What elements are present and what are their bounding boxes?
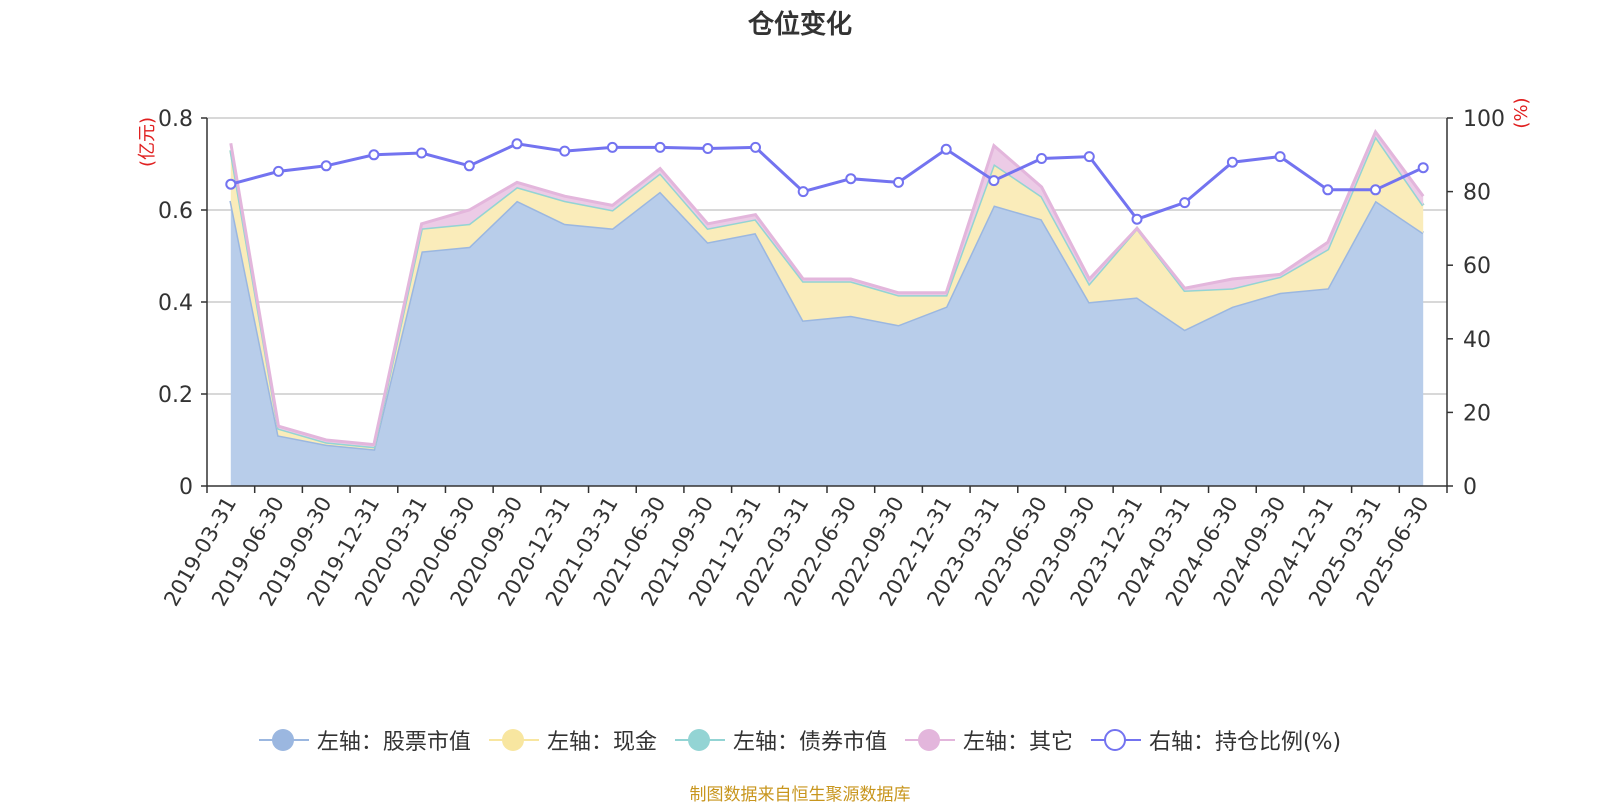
right-axis-tick-label: 100 [1463,107,1505,132]
holding-ratio-point[interactable] [368,149,380,161]
holding-ratio-point[interactable] [225,178,237,190]
holding-ratio-point[interactable] [988,175,1000,187]
chart-legend: 左轴：股票市值 左轴：现金 左轴：债券市值 左轴：其它 右轴：持仓比例(%) [0,722,1600,758]
legend-item[interactable]: 左轴：现金 [488,724,657,756]
legend-item[interactable]: 左轴：债券市值 [674,724,887,756]
area-series-4-line [229,128,1425,447]
right-axis-tick-label: 40 [1463,328,1491,353]
holding-ratio-point[interactable] [273,165,284,177]
left-axis-tick-label: 0.4 [158,291,193,316]
legend-label: 左轴：股票市值 [316,730,471,755]
holding-ratio-point[interactable] [1274,151,1286,163]
legend-label: 左轴：债券市值 [732,730,887,755]
holding-ratio-point[interactable] [1036,153,1048,164]
left-axis-tick-label: 0.2 [158,383,193,408]
holding-ratio-point[interactable] [1131,213,1143,225]
holding-ratio-point[interactable] [940,143,952,155]
area-series-1 [230,191,1424,486]
holding-ratio-point[interactable] [511,138,523,150]
legend-item[interactable]: 左轴：股票市值 [258,724,471,756]
left-axis-tick-label: 0.6 [158,199,193,224]
left-axis-tick-label: 0.8 [158,107,193,132]
holding-ratio-point[interactable] [1083,151,1095,163]
legend-swatch-icon [904,728,955,752]
left-axis-label: (亿元) [137,117,158,167]
holding-ratio-point[interactable] [797,186,809,198]
holding-ratio-point[interactable] [320,160,332,172]
holding-ratio-point[interactable] [463,160,475,172]
holding-ratio-point[interactable] [559,145,571,157]
holding-ratio-point[interactable] [702,143,714,154]
right-axis-tick-label: 20 [1463,401,1491,426]
holding-ratio-point[interactable] [1417,162,1429,174]
holding-ratio-point[interactable] [606,141,618,153]
chart-title: 仓位变化 [747,10,852,40]
legend-swatch-icon [1090,728,1141,752]
left-axis-tick-label: 0 [179,475,193,500]
legend-swatch-icon [674,728,725,752]
chart-canvas: 00.20.40.60.8020406080100(亿元)(%)2019-03-… [137,97,1532,610]
data-source-note: 制图数据来自恒生聚源数据库 [689,785,911,805]
right-axis-tick-label: 80 [1463,181,1491,206]
holding-ratio-point[interactable] [1370,184,1381,196]
legend-label: 左轴：现金 [546,730,657,755]
right-axis-tick-label: 0 [1463,475,1477,500]
legend-swatch-icon [488,728,539,752]
holding-ratio-point[interactable] [1179,197,1191,209]
holding-ratio-line [230,142,1424,221]
holding-ratio-point[interactable] [654,141,666,153]
holding-ratio-point[interactable] [1322,184,1334,196]
legend-item[interactable]: 左轴：其它 [904,724,1073,756]
holding-ratio-point[interactable] [416,147,428,159]
right-axis-label: (%) [1511,97,1532,128]
legend-swatch-icon [258,728,309,752]
holding-ratio-point[interactable] [893,176,904,188]
area-series-2 [230,136,1424,450]
holding-ratio-point[interactable] [750,141,761,153]
legend-label: 左轴：其它 [962,730,1073,755]
holding-ratio-point[interactable] [1226,156,1238,168]
holding-ratio-point[interactable] [845,173,857,185]
right-axis-tick-label: 60 [1463,254,1491,279]
legend-label: 右轴：持仓比例(%) [1148,730,1342,755]
legend-item[interactable]: 右轴：持仓比例(%) [1090,724,1342,756]
